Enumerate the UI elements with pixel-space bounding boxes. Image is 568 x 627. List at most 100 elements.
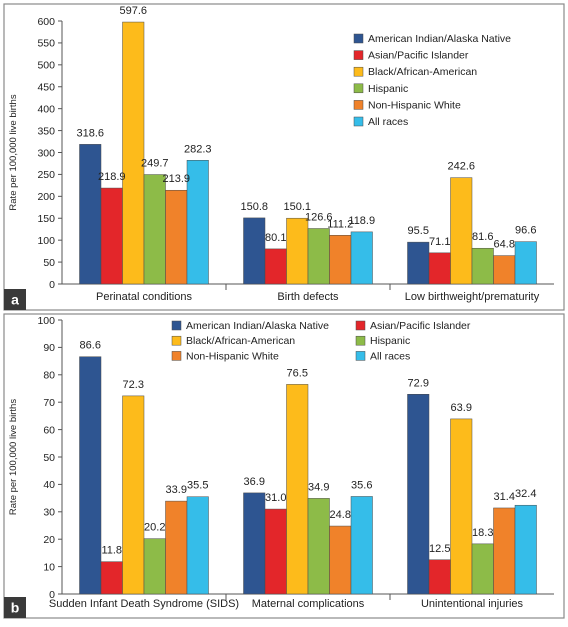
data-label: 36.9 xyxy=(244,476,265,488)
bar xyxy=(493,255,516,285)
bar xyxy=(286,217,309,285)
legend-entry: Hispanic xyxy=(370,335,410,347)
legend: American Indian/Alaska Native Asian/Pacif… xyxy=(353,33,511,128)
y-tick-label: 60 xyxy=(43,424,55,436)
bar xyxy=(329,525,352,595)
y-tick-label: 40 xyxy=(43,479,55,491)
bar xyxy=(122,395,145,595)
panel-b: 0 10 20 30 40 50 60 70 80 90 100 Rate per 100,000 l… xyxy=(3,313,565,619)
bar xyxy=(243,217,266,285)
bar xyxy=(186,160,209,285)
bar xyxy=(243,492,266,595)
data-label: 31.4 xyxy=(494,491,515,503)
data-label: 24.8 xyxy=(330,509,351,521)
bar xyxy=(186,496,209,595)
bar xyxy=(286,384,309,595)
bar xyxy=(407,241,430,285)
bar xyxy=(100,561,123,595)
legend-swatch xyxy=(355,335,366,346)
bar xyxy=(143,174,166,285)
legend: American Indian/Alaska Native Asian/Pacif… xyxy=(171,320,471,362)
data-label: 72.9 xyxy=(408,377,429,389)
legend-swatch xyxy=(353,116,364,127)
category-label: Birth defects xyxy=(277,291,339,303)
legend-swatch xyxy=(353,33,364,44)
bar xyxy=(122,21,145,285)
y-tick-label: 50 xyxy=(43,257,55,269)
y-tick-label: 0 xyxy=(49,589,55,601)
y-tick-label: 350 xyxy=(37,125,55,137)
y-tick-label: 100 xyxy=(37,235,55,247)
legend-entry: All races xyxy=(368,116,408,128)
category-label: Unintentional injuries xyxy=(421,598,524,610)
y-tick-label: 200 xyxy=(37,191,55,203)
data-label: 63.9 xyxy=(451,402,472,414)
legend-entry: Black/African-American xyxy=(186,335,295,347)
category-label: Perinatal conditions xyxy=(96,291,193,303)
bar xyxy=(471,247,494,285)
y-tick-label: 450 xyxy=(37,82,55,94)
bar xyxy=(100,187,123,285)
data-label: 71.1 xyxy=(429,236,450,248)
data-label: 213.9 xyxy=(162,173,190,185)
bar xyxy=(264,248,287,285)
legend-entry: All races xyxy=(370,350,410,362)
legend-entry: Non-Hispanic White xyxy=(368,99,461,111)
data-label: 111.2 xyxy=(327,218,353,230)
bar xyxy=(350,496,373,595)
legend-swatch xyxy=(353,50,364,60)
legend-swatch xyxy=(353,66,364,77)
bar xyxy=(514,241,537,285)
data-label: 72.3 xyxy=(123,379,144,391)
bar xyxy=(514,504,537,595)
bar xyxy=(350,231,373,285)
panel-letter: a xyxy=(11,292,19,308)
y-tick-label: 90 xyxy=(43,342,55,354)
legend-entry: Non-Hispanic White xyxy=(186,350,279,362)
legend-swatch xyxy=(355,320,366,331)
y-tick-label: 600 xyxy=(37,16,55,28)
y-tick-label: 80 xyxy=(43,370,55,382)
legend-entry: American Indian/Alaska Native xyxy=(186,320,329,332)
legend-swatch xyxy=(353,83,364,94)
data-label: 35.5 xyxy=(187,480,208,492)
y-tick-label: 30 xyxy=(43,507,55,519)
bar xyxy=(428,252,451,285)
data-label: 282.3 xyxy=(184,143,212,155)
data-label: 249.7 xyxy=(141,158,169,170)
data-label: 95.5 xyxy=(408,225,429,237)
legend-entry: Hispanic xyxy=(368,83,408,95)
data-label: 32.4 xyxy=(515,488,536,500)
legend-swatch xyxy=(171,335,182,346)
y-tick-label: 70 xyxy=(43,397,55,409)
bar xyxy=(407,394,430,595)
data-label: 64.8 xyxy=(494,239,515,251)
y-tick-label: 300 xyxy=(37,147,55,159)
y-tick-label: 20 xyxy=(43,534,55,546)
panel-letter: b xyxy=(11,600,20,616)
bar xyxy=(471,543,494,595)
data-label: 31.0 xyxy=(265,492,286,504)
data-label: 218.9 xyxy=(98,171,126,183)
data-label: 12.5 xyxy=(429,543,450,555)
category-label: Low birthweight/prematurity xyxy=(405,291,540,303)
y-axis-title: Rate per 100,000 live births xyxy=(8,399,19,515)
data-label: 20.2 xyxy=(144,522,165,534)
y-tick-label: 100 xyxy=(37,315,55,327)
category-label: Maternal complications xyxy=(252,598,365,610)
data-label: 597.6 xyxy=(119,5,147,17)
data-label: 318.6 xyxy=(76,127,104,139)
y-axis-title: Rate per 100,000 live births xyxy=(8,94,19,210)
data-label: 81.6 xyxy=(472,231,493,243)
data-label: 11.8 xyxy=(101,545,122,557)
data-label: 33.9 xyxy=(166,484,187,496)
data-label: 34.9 xyxy=(308,481,329,493)
bar xyxy=(493,507,516,595)
data-label: 126.6 xyxy=(305,212,333,224)
category-label: Sudden Infant Death Syndrome (SIDS) xyxy=(49,598,239,610)
bar xyxy=(450,418,473,595)
panel-letter-box xyxy=(4,289,26,310)
data-label: 96.6 xyxy=(515,225,536,237)
